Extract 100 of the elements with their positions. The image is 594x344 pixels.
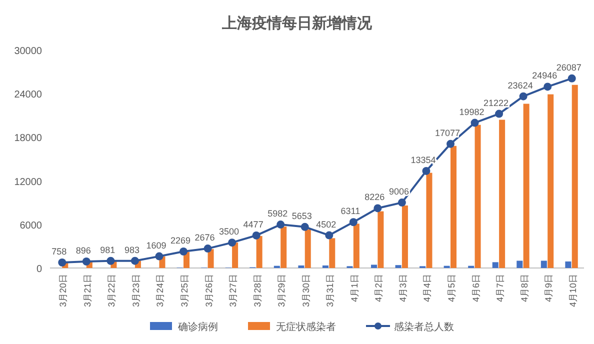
data-label: 983 [124,244,140,255]
感染者总人数: 758 896 981 983 1609 2269 2676 3500 4477 5982 5653 4502 6311 8226 9006 13354 17077 19982 21222 23624 24946 26087 [52,62,582,266]
data-label: 2269 [170,236,191,246]
data-label: 8226 [364,192,385,202]
bar [304,229,311,268]
x-tick-label: 3月28日 [252,274,262,308]
data-label: 758 [52,246,67,256]
point [82,257,90,266]
point [349,218,358,226]
bar [402,206,408,268]
point [130,256,139,265]
x-tick-label: 4月7日 [495,274,506,302]
x-tick-label: 4月9日 [544,274,554,302]
x-tick-label: 3月25日 [180,274,190,308]
bar [298,265,304,268]
data-label: 1609 [146,240,166,250]
bar [280,226,287,268]
x-tick-label: 3月21日 [82,274,92,308]
bar [540,260,547,268]
bar [565,261,572,268]
bar [378,211,384,268]
x-tick-label: 3月23日 [130,274,141,308]
y-tick-label: 0 [36,264,42,275]
y-tick-label: 24000 [14,90,42,101]
x-tick-label: 4月4日 [422,274,432,302]
legend-无症状感染者: 无症状感染者 [248,322,336,333]
point [325,231,334,240]
bar [256,236,262,268]
bar [516,260,523,268]
point [300,222,309,231]
legend-label: 无症状感染者 [276,321,336,333]
point [568,74,576,82]
bar [499,120,506,268]
point [106,256,115,265]
x-tick-label: 4月10日 [568,274,578,308]
x-tick-label: 3月31日 [325,274,336,308]
point [374,204,382,212]
data-label: 3500 [219,226,240,237]
x-tick-label: 4月1日 [349,274,360,302]
point [180,248,188,256]
data-label: 4502 [316,219,336,230]
data-label: 23624 [508,80,533,90]
x-tick-label: 3月30日 [300,274,311,308]
point [519,92,528,100]
y-tick-label: 12000 [14,176,42,188]
bar [426,172,432,268]
data-label: 13354 [410,154,436,165]
x-tick-label: 4月6日 [470,274,481,302]
chart-title: 上海疫情每日新增情况 [221,14,373,32]
data-label: 5653 [292,210,312,221]
x-tick-label: 3月22日 [106,274,117,308]
y-tick-label: 30000 [14,46,42,57]
data-label: 2676 [194,232,215,243]
data-label: 9006 [388,186,409,197]
point [58,258,66,266]
x-tick-label: 3月29日 [276,274,287,308]
bar [492,262,498,268]
data-label: 981 [100,244,116,255]
x-tick-label: 3月27日 [228,274,238,308]
point [470,118,479,127]
x-tick-label: 4月3日 [398,274,408,302]
data-label: 6311 [340,206,360,216]
y-tick-label: 18000 [14,133,42,144]
point [495,110,504,118]
x-tick-label: 4月2日 [374,274,384,302]
x-tick-label: 3月26日 [204,274,214,308]
bar [395,265,402,268]
legend-确诊病例: 确诊病例 [150,322,218,333]
legend-感染者总人数: 感染者总人数 [366,322,454,333]
point [276,220,285,229]
bar [474,124,481,268]
data-label: 5982 [268,208,288,219]
point [228,238,236,247]
bar [572,84,578,268]
data-label: 19982 [459,106,484,117]
legend-label: 确诊病例 [177,321,218,333]
point [422,166,430,175]
bar [329,238,336,268]
data-label: 24946 [532,70,558,81]
y-tick-label: 6000 [20,220,42,232]
data-label: 896 [76,245,91,256]
point [398,198,406,207]
x-tick-label: 3月24日 [155,274,166,308]
bar [523,104,530,268]
data-label: 4477 [243,219,264,230]
point [155,252,164,260]
bar [450,146,457,268]
bar [371,264,378,268]
x-tick-label: 3月20日 [58,274,68,308]
data-label: 21222 [484,98,509,108]
point [446,140,454,148]
legend-label: 感染者总人数 [394,321,454,333]
x-tick-label: 4月5日 [446,274,456,302]
data-label: 17077 [434,128,460,138]
bar [232,242,238,268]
bar [322,265,328,268]
point [204,244,212,253]
bar [353,224,360,268]
point [544,82,552,91]
bar [208,249,214,268]
